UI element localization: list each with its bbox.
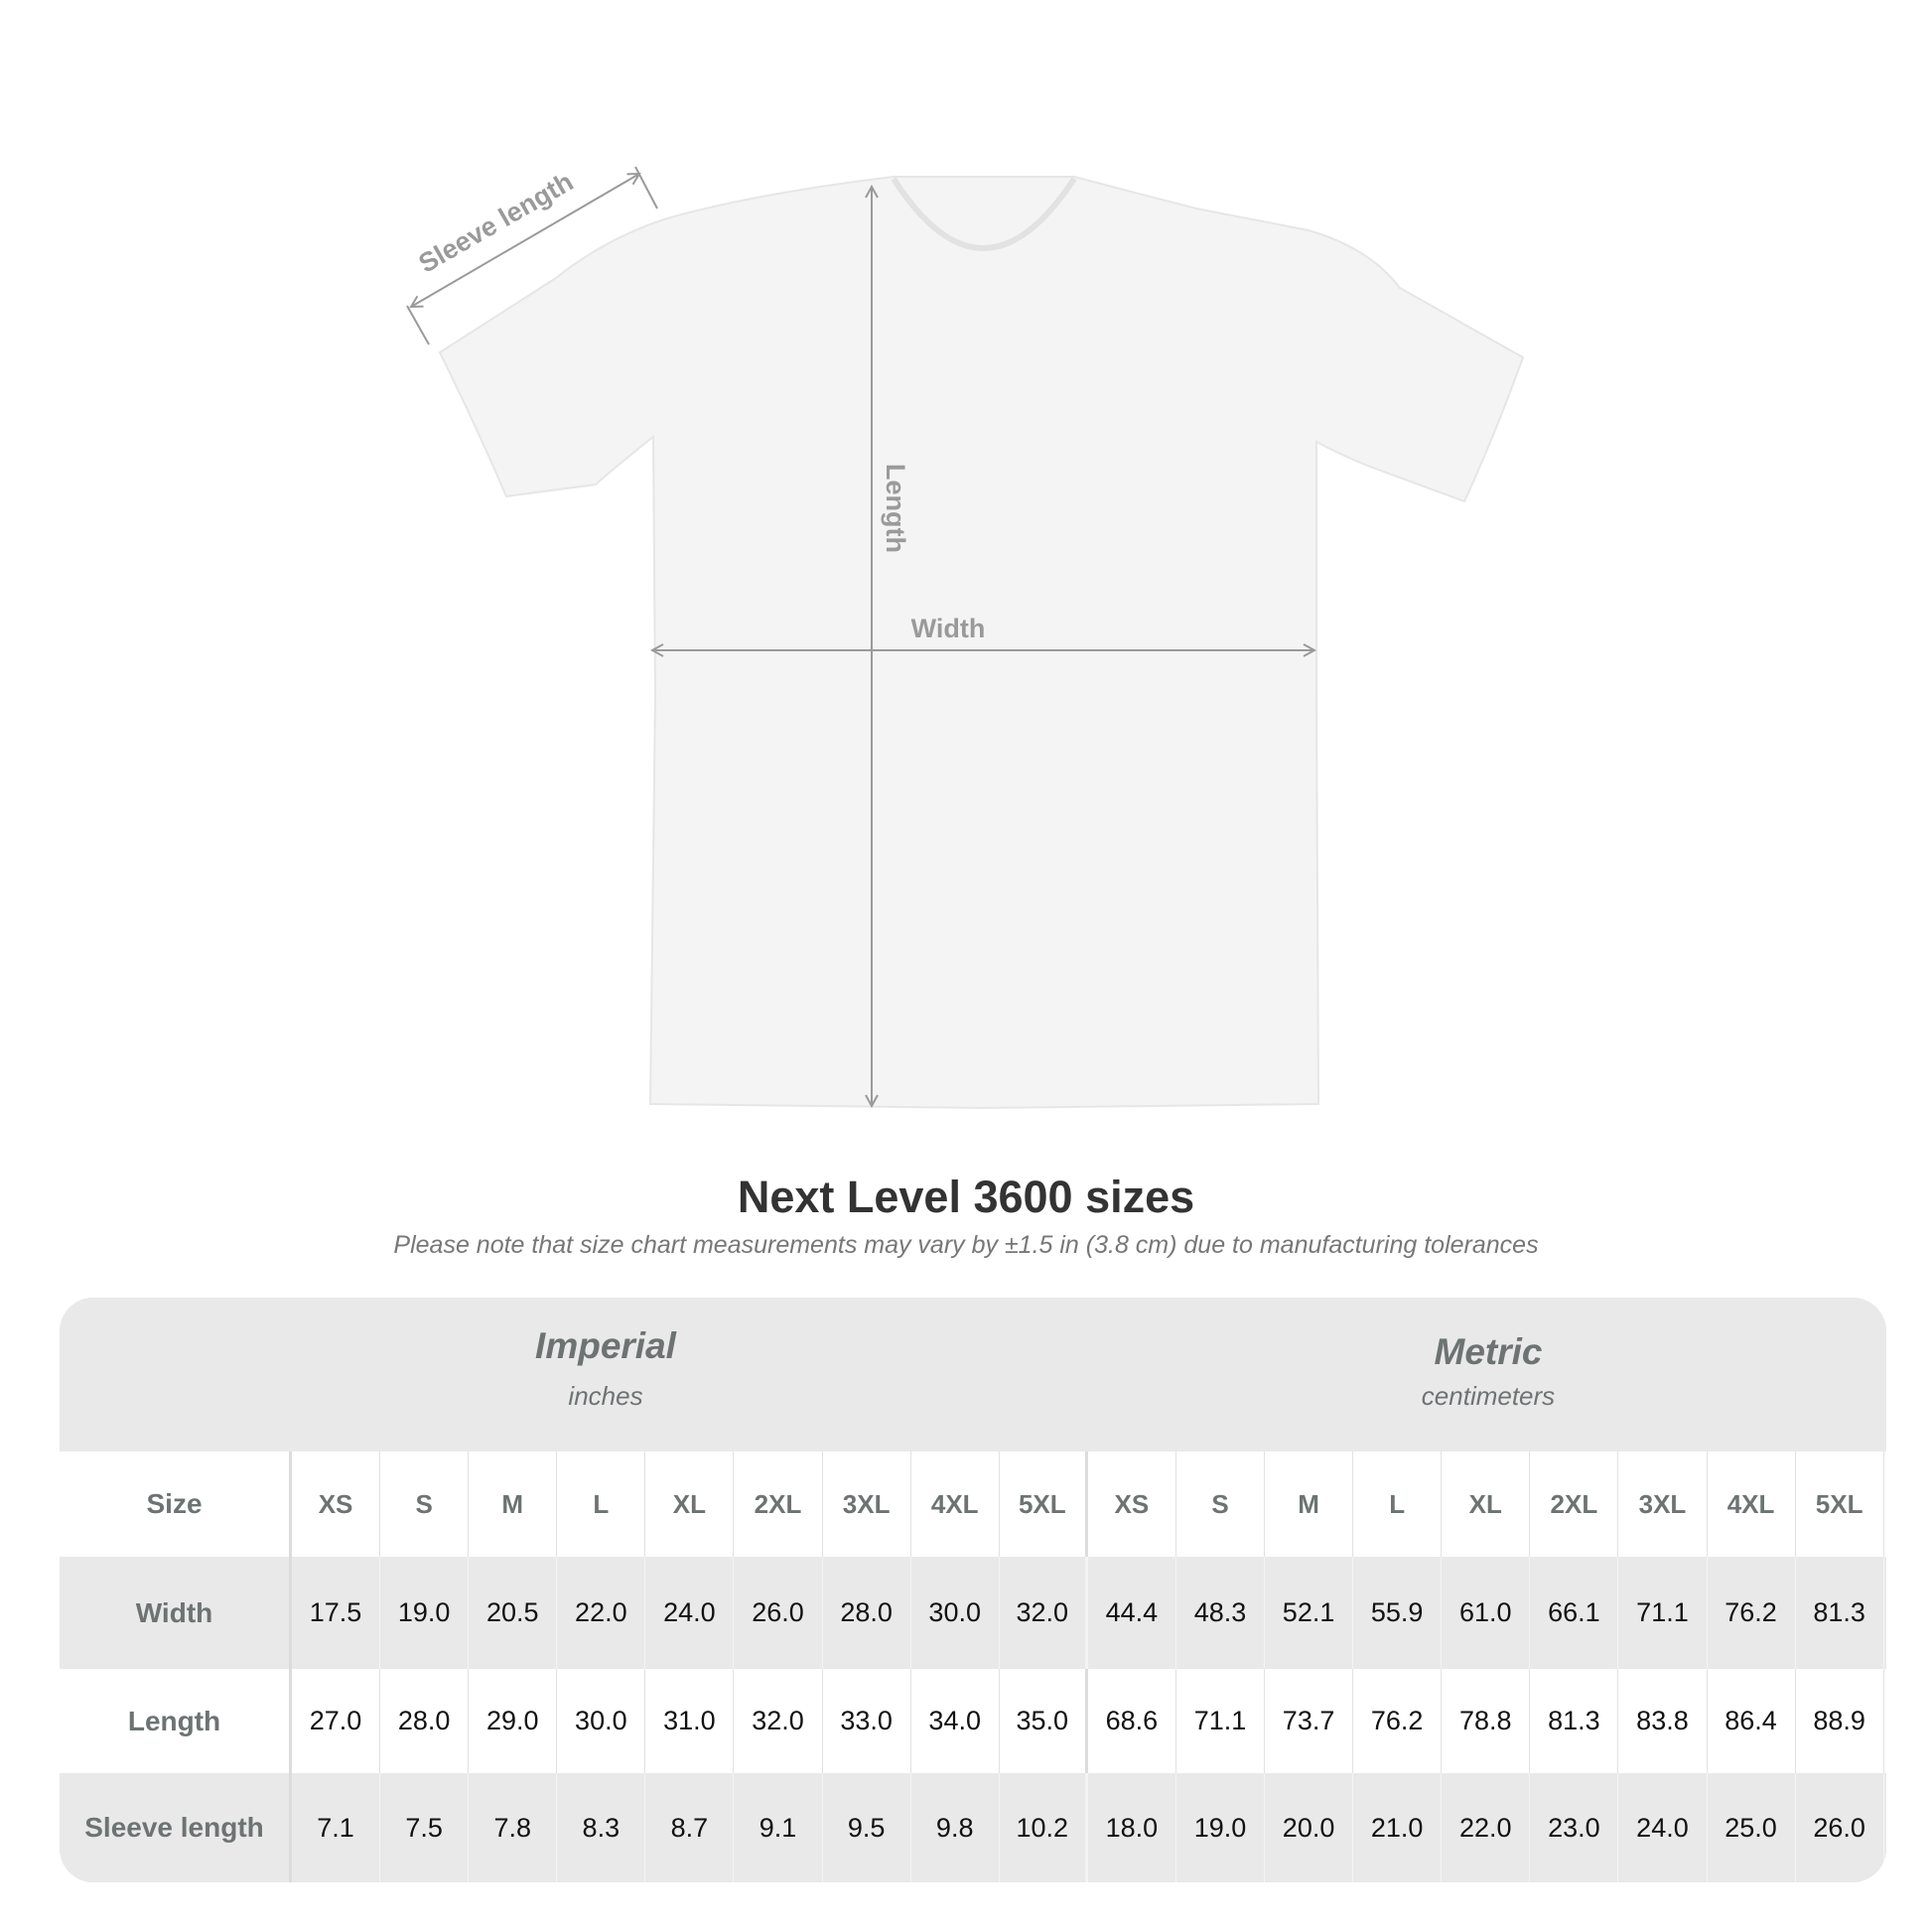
size-header-cell: 5XL — [1796, 1451, 1884, 1557]
value-cell: 81.3 — [1530, 1669, 1619, 1773]
tshirt-shape — [438, 176, 1525, 1110]
value-cell: 61.0 — [1442, 1557, 1531, 1669]
value-cell: 20.5 — [469, 1557, 558, 1669]
row-label: Sleeve length — [60, 1773, 292, 1882]
value-cell: 88.9 — [1796, 1669, 1884, 1773]
size-header-cell: XL — [645, 1451, 735, 1557]
value-cell: 8.7 — [645, 1773, 735, 1882]
table-row: Width 17.5 19.0 20.5 22.0 24.0 26.0 28.0 30.0 32.… — [60, 1557, 1886, 1669]
size-header-cell: 4XL — [1708, 1451, 1796, 1557]
size-header-cell: S — [380, 1451, 470, 1557]
size-header-cell: 5XL — [1000, 1451, 1088, 1557]
value-cell: 7.5 — [380, 1773, 470, 1882]
size-header-cell: 3XL — [1618, 1451, 1708, 1557]
value-cell: 20.0 — [1265, 1773, 1354, 1882]
sleeve-measure-line — [411, 174, 639, 307]
tolerance-note: Please note that size chart measurements… — [393, 1231, 1539, 1259]
row-label: Size — [60, 1451, 292, 1557]
value-cell: 10.2 — [1000, 1773, 1088, 1882]
size-header-cell: 3XL — [823, 1451, 911, 1557]
value-cell: 28.0 — [380, 1669, 470, 1773]
size-table: Imperial inches Metric centimeters Size X… — [60, 1298, 1886, 1882]
value-cell: 71.1 — [1618, 1557, 1708, 1669]
value-cell: 24.0 — [645, 1557, 735, 1669]
value-cell: 30.0 — [911, 1557, 1000, 1669]
value-cell: 68.6 — [1088, 1669, 1176, 1773]
value-cell: 21.0 — [1353, 1773, 1443, 1882]
value-cell: 23.0 — [1530, 1773, 1619, 1882]
imperial-header: Imperial inches — [351, 1325, 860, 1412]
value-cell: 22.0 — [1442, 1773, 1531, 1882]
value-cell: 9.5 — [823, 1773, 911, 1882]
value-cell: 35.0 — [1000, 1669, 1088, 1773]
size-header-cell: XL — [1442, 1451, 1531, 1557]
imperial-title: Imperial — [535, 1325, 676, 1366]
width-label: Width — [911, 614, 986, 643]
value-cell: 29.0 — [469, 1669, 558, 1773]
value-cell: 81.3 — [1796, 1557, 1884, 1669]
value-cell: 33.0 — [823, 1669, 911, 1773]
size-header-cell: L — [1353, 1451, 1443, 1557]
value-cell: 7.8 — [469, 1773, 558, 1882]
collar — [891, 177, 1077, 251]
value-cell: 76.2 — [1708, 1557, 1796, 1669]
tshirt-diagram: Sleeve length Length Width — [406, 166, 1525, 1110]
size-header-cell: XS — [1088, 1451, 1176, 1557]
value-cell: 9.1 — [734, 1773, 823, 1882]
value-cell: 76.2 — [1353, 1669, 1443, 1773]
value-cell: 55.9 — [1353, 1557, 1443, 1669]
size-header-cell: M — [469, 1451, 558, 1557]
table-row: Length 27.0 28.0 29.0 30.0 31.0 32.0 33.0 34.0 35… — [60, 1669, 1886, 1773]
value-cell: 44.4 — [1088, 1557, 1176, 1669]
value-cell: 26.0 — [734, 1557, 823, 1669]
value-cell: 52.1 — [1265, 1557, 1354, 1669]
row-label: Length — [60, 1669, 292, 1773]
value-cell: 78.8 — [1442, 1669, 1531, 1773]
value-cell: 83.8 — [1618, 1669, 1708, 1773]
value-cell: 27.0 — [292, 1669, 381, 1773]
size-header-cell: XS — [292, 1451, 381, 1557]
imperial-unit: inches — [568, 1381, 643, 1411]
value-cell: 32.0 — [734, 1669, 823, 1773]
row-label: Width — [60, 1557, 292, 1669]
value-cell: 19.0 — [380, 1557, 470, 1669]
value-cell: 7.1 — [292, 1773, 381, 1882]
metric-title: Metric — [1434, 1331, 1543, 1372]
value-cell: 26.0 — [1796, 1773, 1884, 1882]
value-cell: 28.0 — [823, 1557, 911, 1669]
size-header-cell: M — [1265, 1451, 1354, 1557]
metric-header: Metric centimeters — [1090, 1331, 1886, 1412]
value-cell: 71.1 — [1176, 1669, 1266, 1773]
value-cell: 18.0 — [1088, 1773, 1176, 1882]
size-header-cell: S — [1176, 1451, 1266, 1557]
size-header-cell: 4XL — [911, 1451, 1000, 1557]
value-cell: 32.0 — [1000, 1557, 1088, 1669]
value-cell: 22.0 — [557, 1557, 646, 1669]
value-cell: 9.8 — [911, 1773, 1000, 1882]
sleeve-length-label: Sleeve length — [414, 167, 579, 279]
value-cell: 73.7 — [1265, 1669, 1354, 1773]
value-cell: 66.1 — [1530, 1557, 1619, 1669]
size-header-cell: L — [557, 1451, 646, 1557]
value-cell: 8.3 — [557, 1773, 646, 1882]
value-cell: 25.0 — [1708, 1773, 1796, 1882]
page-title: Next Level 3600 sizes — [737, 1172, 1195, 1222]
unit-header-band: Imperial inches Metric centimeters — [60, 1298, 1886, 1451]
value-cell: 19.0 — [1176, 1773, 1266, 1882]
size-header-row: Size XS S M L XL 2XL 3XL 4XL 5XL XS S M L XL 2XL 3XL 4XL 5… — [60, 1451, 1886, 1557]
value-cell: 17.5 — [292, 1557, 381, 1669]
value-cell: 31.0 — [645, 1669, 735, 1773]
value-cell: 34.0 — [911, 1669, 1000, 1773]
value-cell: 30.0 — [557, 1669, 646, 1773]
value-cell: 48.3 — [1176, 1557, 1266, 1669]
value-cell: 24.0 — [1618, 1773, 1708, 1882]
size-header-cell: 2XL — [1530, 1451, 1619, 1557]
table-row: Sleeve length 7.1 7.5 7.8 8.3 8.7 9.1 9.5 9.8 10.… — [60, 1773, 1886, 1882]
metric-unit: centimeters — [1421, 1381, 1556, 1411]
length-label: Length — [881, 464, 910, 553]
value-cell: 86.4 — [1708, 1669, 1796, 1773]
size-header-cell: 2XL — [734, 1451, 823, 1557]
